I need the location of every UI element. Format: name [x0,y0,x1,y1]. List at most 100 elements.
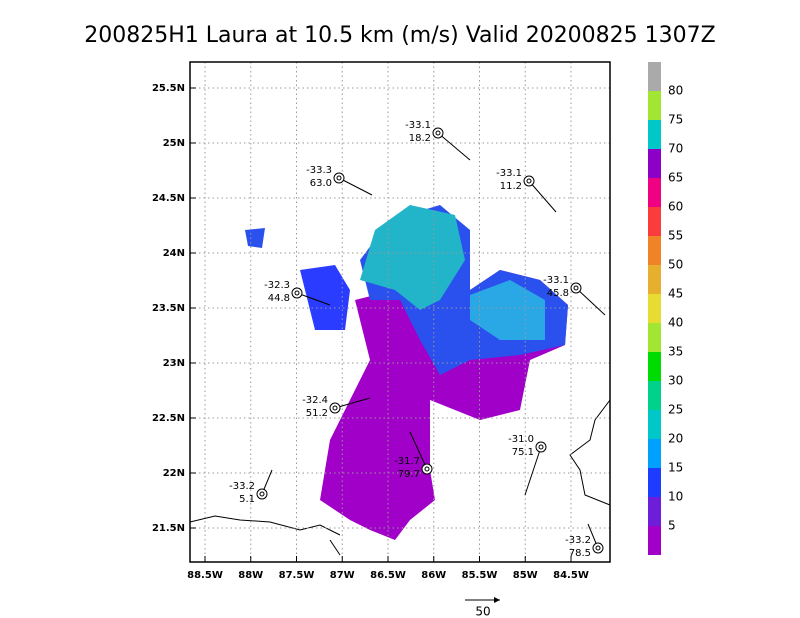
station-temp: -32.4 [302,395,328,406]
station-wind: 51.2 [306,408,328,419]
station-dot [526,178,532,184]
colorbar-label: 45 [668,287,683,301]
colorbar-label: 60 [668,200,683,214]
lon-tick-label: 88W [238,570,263,581]
lon-tick-label: 87.5W [279,570,315,581]
stations: -33.1 18.2 -33.3 63.0 -33.1 11.2 -32.3 44.8 -33.… [229,120,606,559]
colorbar-label: 65 [668,171,683,185]
colorbar-label: 40 [668,316,683,330]
lat-tick-label: 23.5N [152,303,185,314]
station-wind: 79.7 [398,469,420,480]
colorbar-label: 5 [668,519,676,533]
colorbar-label: 75 [668,113,683,127]
lon-tick-label: 86.5W [370,570,406,581]
lat-tick-label: 21.5N [152,523,185,534]
lat-tick-label: 22N [163,468,185,479]
colorbar-segment [648,294,661,323]
colorbar-label: 10 [668,490,683,504]
lat-tick-label: 22.5N [152,413,185,424]
colorbar-label: 30 [668,374,683,388]
colorbar-segment [648,352,661,381]
station-wind: 18.2 [409,133,431,144]
grid: 88.5W 88W 87.5W 87W 86.5W 86W 85.5W 85W 84.5W 25.… [152,62,610,581]
lon-tick-label: 85W [513,570,538,581]
station-ring [592,542,604,554]
colorbar-segment [648,497,661,526]
colorbar-segment [648,236,661,265]
station-dot [424,466,430,472]
station-barb [296,292,331,306]
title: 200825H1 Laura at 10.5 km (m/s) Valid 20… [84,23,715,48]
station-temp: -33.1 [496,168,522,179]
colorbar-label: 55 [668,229,683,243]
station-temp: -33.3 [306,165,332,176]
lon-tick-label: 85.5W [462,570,498,581]
station-barb [409,431,428,470]
station-barb [524,446,542,496]
lat-tick-label: 24N [163,248,185,259]
station-ring [333,172,345,184]
station-wind: 63.0 [310,178,332,189]
station-ring [421,463,433,475]
map-frame [189,61,611,563]
colorbar-label: 20 [668,432,683,446]
reference-label: 50 [475,605,490,618]
station-wind: 78.5 [569,548,591,559]
colorbar-label: 50 [668,258,683,272]
lat-tick-label: 25N [163,138,185,149]
station-wind: 11.2 [500,181,522,192]
colorbar-label: 35 [668,345,683,359]
wind-field [245,205,568,540]
station-wind: 5.1 [239,494,255,505]
station-dot [573,285,579,291]
station-barb [437,132,471,161]
lon-tick-label: 84.5W [553,570,589,581]
lon-tick-label: 86W [421,570,446,581]
station-temp: -31.7 [394,456,420,467]
station-temp: -31.0 [508,434,534,445]
colorbar-segment [648,468,661,497]
station-dot [294,290,300,296]
colorbar-segment [648,149,661,178]
station-ring [329,402,341,414]
station-ring [523,175,535,187]
station-temp: -33.2 [565,535,591,546]
station-ring [570,282,582,294]
colorbar-segment [648,62,661,91]
station-wind: 44.8 [268,293,290,304]
station-dot [435,130,441,136]
lon-tick-label: 87W [330,570,355,581]
station-ring [432,127,444,139]
colorbar-segment [648,120,661,149]
station-barb [334,397,371,409]
colorbar-segment [648,410,661,439]
colorbar-segment [648,439,661,468]
colorbar-segment [648,526,661,555]
station-barb [528,180,557,213]
lat-tick-label: 25.5N [152,83,185,94]
station-temp: -33.2 [229,481,255,492]
colorbar-segment [648,207,661,236]
station-dot [259,491,265,497]
station-temp: -33.1 [543,275,569,286]
colorbar-label: 15 [668,461,683,475]
station-ring [535,441,547,453]
station-wind: 75.1 [512,447,534,458]
lat-tick-label: 23N [163,358,185,369]
colorbar-segment [648,265,661,294]
station-wind: 45.8 [547,288,569,299]
station-dot [336,175,342,181]
station-dot [595,545,601,551]
colorbar-segment [648,381,661,410]
station-dot [332,405,338,411]
colorbar-segment [648,91,661,120]
station-temp: -32.3 [264,280,290,291]
station-ring [256,488,268,500]
colorbar-segment [648,178,661,207]
colorbar-label: 70 [668,142,683,156]
lon-tick-label: 88.5W [187,570,223,581]
colorbar-label: 80 [668,84,683,98]
station-ring [291,287,303,299]
colorbar-label: 25 [668,403,683,417]
